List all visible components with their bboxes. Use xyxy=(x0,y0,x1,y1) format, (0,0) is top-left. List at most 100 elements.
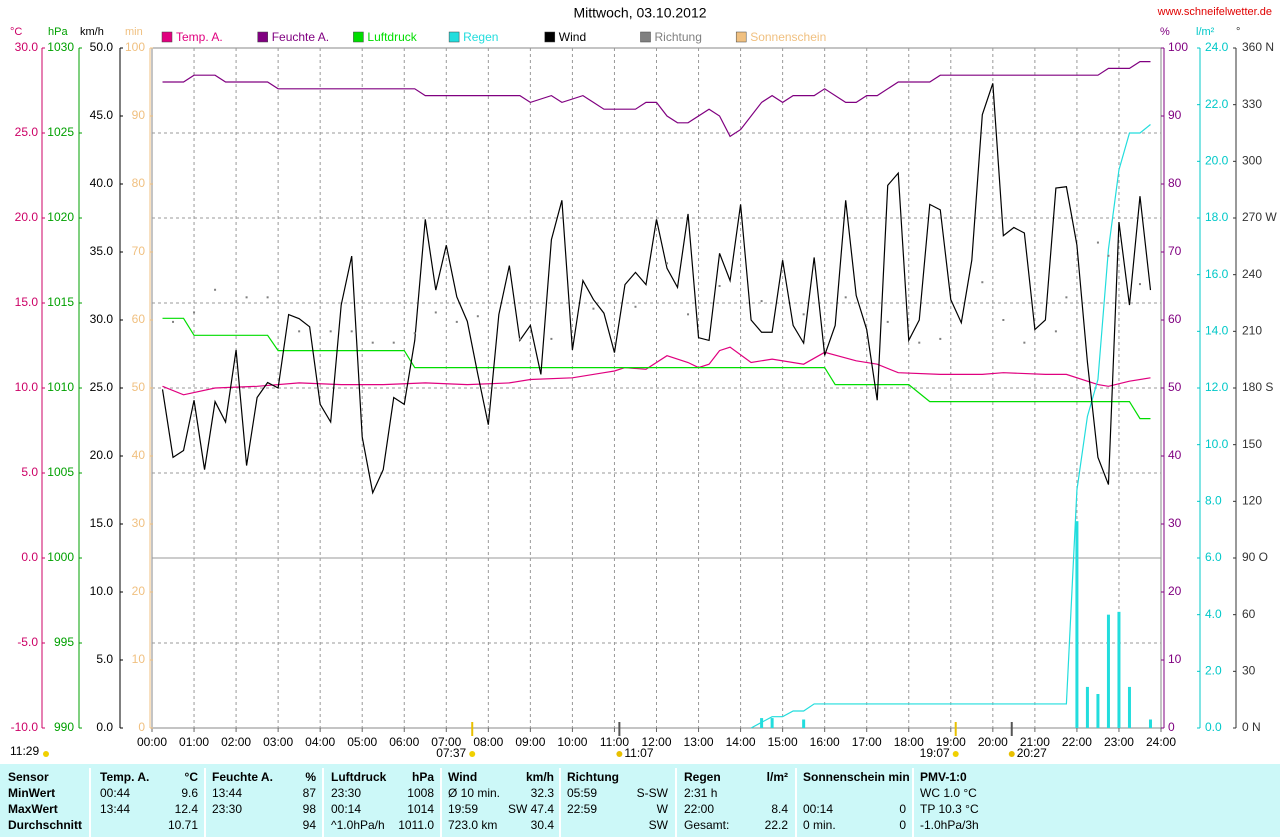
y-tick-label: 0.0 xyxy=(96,720,113,734)
legend-swatch xyxy=(257,31,268,43)
y-tick-label: 80 xyxy=(1168,176,1182,190)
x-tick-label: 16:00 xyxy=(810,735,840,749)
table-cell: SW 47.4 xyxy=(508,802,554,816)
direction-dot xyxy=(350,330,353,333)
direction-dot xyxy=(1096,241,1099,244)
table-cell: 1008 xyxy=(407,786,434,800)
direction-dot xyxy=(550,337,553,340)
y-tick-label: 40 xyxy=(132,448,146,462)
table-cell: 10.71 xyxy=(168,818,198,832)
y-tick-label: 16.0 xyxy=(1205,267,1229,281)
y-tick-label: 6.0 xyxy=(1205,550,1222,564)
table-header: Regen xyxy=(684,770,721,784)
y-tick-label: -5.0 xyxy=(17,635,38,649)
x-tick-label: 14:00 xyxy=(726,735,756,749)
direction-dot xyxy=(455,320,458,323)
y-tick-label: 1030 xyxy=(47,40,74,54)
x-tick-label: 15:00 xyxy=(768,735,798,749)
y-tick-label: 2.0 xyxy=(1205,664,1222,678)
direction-dot xyxy=(245,296,248,299)
x-tick-label: 10:00 xyxy=(557,735,587,749)
sun-icon xyxy=(952,751,959,757)
table-cell: SW xyxy=(649,818,669,832)
axis-unit: °C xyxy=(10,26,22,38)
y-tick-label: 150 xyxy=(1242,437,1262,451)
table-cell: 00:14 xyxy=(803,802,833,816)
y-tick-label: 15.0 xyxy=(15,295,39,309)
table-header: Feuchte A. xyxy=(212,770,273,784)
event-label: 19:07 xyxy=(920,746,950,760)
direction-dot xyxy=(1107,254,1110,257)
y-tick-label: -10.0 xyxy=(11,720,39,734)
direction-dot xyxy=(1002,319,1005,321)
y-tick-label: 20 xyxy=(1168,584,1182,598)
direction-dot xyxy=(371,341,374,344)
y-tick-label: 15.0 xyxy=(90,516,114,530)
y-tick-label: 210 xyxy=(1242,324,1262,338)
y-tick-label: 5.0 xyxy=(96,652,113,666)
direction-dot xyxy=(476,315,479,318)
y-tick-label: 18.0 xyxy=(1205,210,1229,224)
table-cell: 1014 xyxy=(407,802,434,816)
table-cell: 2:31 h xyxy=(684,786,717,800)
y-tick-label: 990 xyxy=(54,720,74,734)
y-tick-label: 330 xyxy=(1242,97,1262,111)
y-tick-label: 20.0 xyxy=(90,448,114,462)
sun-icon xyxy=(43,751,49,757)
table-cell: 8.4 xyxy=(771,802,788,816)
y-tick-label: 50 xyxy=(132,380,146,394)
table-cell: 00:14 xyxy=(331,802,361,816)
direction-dot xyxy=(1054,330,1057,333)
y-tick-label: 25.0 xyxy=(90,380,114,394)
table-cell: 98 xyxy=(303,802,317,816)
y-tick-label: 45.0 xyxy=(90,108,114,122)
table-cell: 00:44 xyxy=(100,786,130,800)
direction-dot xyxy=(392,341,395,344)
direction-dot xyxy=(298,330,301,333)
x-tick-label: 11:00 xyxy=(600,735,629,749)
direction-dot xyxy=(329,330,332,333)
y-tick-label: 22.0 xyxy=(1205,97,1229,111)
table-header: Sonnenschein min xyxy=(803,770,910,784)
y-tick-label: 0 N xyxy=(1242,720,1261,734)
y-tick-label: 1010 xyxy=(47,380,74,394)
x-tick-label: 22:00 xyxy=(1062,735,1092,749)
legend-label: Regen xyxy=(463,30,498,44)
axis-unit: l/m² xyxy=(1196,26,1215,38)
legend-label: Feuchte A. xyxy=(272,30,329,44)
axis-unit: hPa xyxy=(48,26,68,38)
direction-dot xyxy=(214,288,217,291)
rain-bar xyxy=(1075,521,1079,728)
event-label: 11:07 xyxy=(624,746,653,760)
table-cell: 0 min. xyxy=(803,818,836,832)
rain-bar xyxy=(802,719,806,728)
direction-dot xyxy=(193,311,196,314)
y-tick-label: 10.0 xyxy=(15,380,39,394)
source-url: www.schneifelwetter.de xyxy=(1157,6,1272,18)
y-tick-label: 0.0 xyxy=(1205,720,1222,734)
sun-duration: 11:29 xyxy=(10,744,39,758)
event-label: 07:37 xyxy=(436,746,466,760)
rain-bar xyxy=(760,718,764,728)
rain-bar xyxy=(1106,614,1110,728)
table-cell: 22:59 xyxy=(567,802,597,816)
y-tick-label: 100 xyxy=(125,40,145,54)
table-header: Richtung xyxy=(567,770,619,784)
y-tick-label: 10 xyxy=(132,652,146,666)
rain-bar xyxy=(770,718,774,728)
axis-unit: km/h xyxy=(80,26,104,38)
table-row-label: MinWert xyxy=(8,786,55,800)
direction-dot xyxy=(802,313,805,316)
table-cell: 23:30 xyxy=(331,786,361,800)
y-tick-label: 40 xyxy=(1168,448,1182,462)
y-tick-label: 35.0 xyxy=(90,244,114,258)
x-tick-label: 03:00 xyxy=(263,735,293,749)
rain-bar xyxy=(1085,686,1089,728)
table-cell: 9.6 xyxy=(181,786,198,800)
x-tick-label: 20:00 xyxy=(978,735,1008,749)
direction-dot xyxy=(718,285,721,287)
rain-bar xyxy=(1117,611,1121,728)
rain-bar xyxy=(1127,686,1131,728)
x-tick-label: 06:00 xyxy=(389,735,419,749)
